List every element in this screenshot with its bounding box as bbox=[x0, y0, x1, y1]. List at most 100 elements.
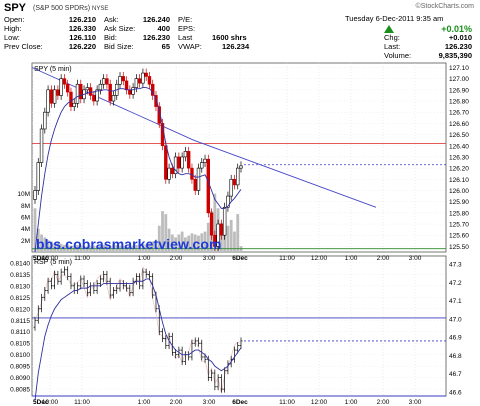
candle-body bbox=[173, 156, 178, 175]
volume-tick-label: 6M bbox=[21, 215, 30, 222]
x-tick-label: 12:00 bbox=[311, 399, 328, 406]
candle-body bbox=[151, 83, 155, 96]
rsp-moving-average-line bbox=[34, 278, 242, 401]
eps-label: EPS: bbox=[178, 24, 196, 33]
volume-bar bbox=[33, 208, 37, 252]
x-tick-label: 2:00 bbox=[170, 255, 183, 262]
candle-body bbox=[200, 162, 204, 169]
y-tick-label-left: 0.8085 bbox=[10, 387, 30, 394]
volume-bar bbox=[203, 231, 207, 252]
candle-body bbox=[177, 156, 181, 169]
y-tick-label-left: 0.8115 bbox=[11, 318, 31, 325]
candle-body bbox=[72, 102, 76, 107]
y-tick-label: 125.80 bbox=[449, 210, 469, 217]
candle-body bbox=[213, 234, 217, 247]
last2-label: Last: bbox=[384, 42, 401, 51]
volume-bar bbox=[184, 237, 187, 252]
candle-body bbox=[128, 89, 132, 95]
y-tick-label: 125.70 bbox=[449, 222, 469, 229]
candle-body bbox=[59, 78, 63, 96]
volume-bar bbox=[170, 234, 174, 252]
y-tick-label: 125.90 bbox=[449, 199, 469, 206]
symbol-desc: (S&P 500 SPDRs) NYSE bbox=[33, 5, 109, 12]
y-tick-label-left: 0.8095 bbox=[10, 364, 30, 371]
rsp-panel-frame bbox=[31, 255, 447, 397]
x-tick-label: 3:00 bbox=[203, 255, 216, 262]
x-tick-label: 2:00 bbox=[377, 255, 390, 262]
volume-bar bbox=[151, 241, 155, 252]
quote-header: SPY (S&P 500 SPDRs) NYSE ©StockCharts.co… bbox=[0, 0, 480, 60]
ask-value: 126.240 bbox=[142, 15, 170, 24]
volume-label: Volume: bbox=[384, 51, 412, 60]
y-tick-label: 126.80 bbox=[449, 99, 469, 106]
candle-body bbox=[111, 95, 116, 102]
prev-close-value: 126.220 bbox=[68, 42, 96, 51]
volume-bar bbox=[174, 237, 178, 252]
rsp-panel-label: RSP (5 min) bbox=[34, 259, 72, 266]
y-tick-label: 126.60 bbox=[449, 121, 469, 128]
last2-value: 126.230 bbox=[444, 42, 472, 51]
x-tick-label: 1:00 bbox=[138, 399, 151, 406]
y-tick-label: 127.10 bbox=[449, 65, 469, 72]
volume-bar bbox=[187, 235, 191, 252]
x-tick-label: 2:00 bbox=[377, 399, 390, 406]
moving-average-line bbox=[34, 87, 242, 253]
volume-bar bbox=[40, 234, 43, 252]
y-tick-label-left: 0.8100 bbox=[10, 352, 30, 359]
volume-bar bbox=[59, 243, 63, 252]
y-tick-label-left: 0.8090 bbox=[10, 375, 30, 382]
volume-bar bbox=[190, 233, 194, 252]
x-tick-label: 2:00 bbox=[170, 399, 183, 406]
bid-size-value: 65 bbox=[161, 42, 170, 51]
candle-body bbox=[52, 89, 57, 104]
candle-body bbox=[216, 223, 220, 247]
y-tick-label: 125.50 bbox=[449, 244, 469, 251]
volume-tick-label: 10M bbox=[17, 191, 30, 198]
trend-line bbox=[31, 67, 377, 208]
y-tick-label-right: 46.6 bbox=[449, 390, 462, 397]
volume-bar bbox=[154, 240, 158, 252]
candle-body bbox=[137, 78, 142, 84]
volume-bar bbox=[85, 246, 89, 252]
candle-body bbox=[186, 151, 191, 169]
candle-body bbox=[229, 179, 233, 197]
vwap-label: VWAP: bbox=[178, 42, 202, 51]
x-tick-label: 11:00 bbox=[74, 399, 90, 406]
candle-body bbox=[167, 167, 171, 180]
volume-bar bbox=[167, 228, 171, 252]
candle-body bbox=[92, 95, 96, 102]
y-tick-label-right: 47.0 bbox=[449, 316, 462, 323]
candle-body bbox=[141, 72, 145, 84]
candle-body bbox=[134, 78, 139, 88]
y-tick-label-right: 47.1 bbox=[449, 298, 462, 305]
bid-size-label: Bid Size: bbox=[104, 42, 134, 51]
candle-body bbox=[219, 223, 224, 236]
candle-body bbox=[69, 91, 73, 107]
volume-tick-label: 8M bbox=[21, 203, 30, 210]
volume-bar bbox=[193, 234, 197, 252]
candle-body bbox=[49, 89, 54, 104]
change-percent: +0.01% bbox=[441, 24, 472, 34]
y-tick-label-right: 47.2 bbox=[449, 280, 462, 287]
volume-bar bbox=[213, 193, 217, 252]
bid-value: 126.230 bbox=[142, 33, 170, 42]
pe-label: P/E: bbox=[178, 15, 193, 24]
candle-body bbox=[62, 78, 67, 85]
candle-body bbox=[79, 83, 83, 100]
volume-bar bbox=[226, 225, 230, 252]
y-tick-label: 126.90 bbox=[449, 87, 469, 94]
volume-bar bbox=[56, 242, 60, 252]
y-tick-label-left: 0.8125 bbox=[10, 295, 30, 302]
x-tick-label: 6Dec bbox=[232, 255, 248, 262]
open-label: Open: bbox=[4, 15, 25, 24]
y-tick-label-left: 0.8140 bbox=[10, 260, 30, 267]
volume-bar bbox=[95, 246, 99, 252]
candle-body bbox=[88, 87, 93, 96]
volume-bar bbox=[236, 214, 240, 252]
candle-body bbox=[144, 72, 148, 77]
candle-body bbox=[56, 89, 60, 96]
volume-bar bbox=[233, 231, 236, 252]
last-label: Last bbox=[178, 33, 193, 42]
